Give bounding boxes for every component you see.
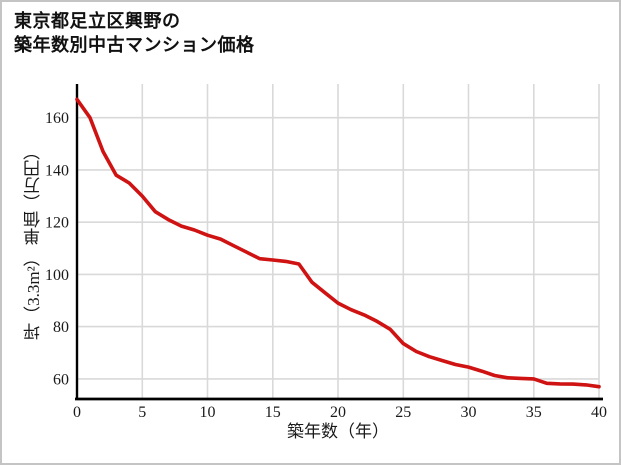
y-tick-label: 140 (45, 162, 69, 179)
x-axis-title: 築年数（年） (287, 422, 389, 441)
price-line (75, 97, 601, 389)
y-tick-label: 60 (53, 371, 69, 388)
y-axis-title-text: 坪（3.3m²） 単価（万円） (23, 143, 43, 340)
chart-title-line2: 築年数別中古マンション価格 (14, 35, 255, 55)
y-tick-label: 80 (53, 319, 69, 336)
x-tick-label: 30 (461, 404, 477, 421)
y-tick-label: 120 (45, 215, 69, 232)
y-tick-label: 100 (45, 267, 69, 284)
x-tick-label: 40 (591, 404, 607, 421)
x-tick-label: 35 (526, 404, 542, 421)
x-tick-label: 25 (395, 404, 411, 421)
x-tick-label: 15 (265, 404, 281, 421)
y-tick-label: 160 (45, 110, 69, 127)
chart-title: 東京都足立区興野の 築年数別中古マンション価格 (14, 9, 255, 57)
x-tick-label: 5 (138, 404, 146, 421)
y-axis-title: 坪（3.3m²） 単価（万円） (18, 84, 48, 399)
x-tick-label: 10 (200, 404, 216, 421)
x-tick-label: 20 (330, 404, 346, 421)
chart-title-line1: 東京都足立区興野の (14, 11, 181, 31)
x-tick-label: 0 (73, 404, 81, 421)
